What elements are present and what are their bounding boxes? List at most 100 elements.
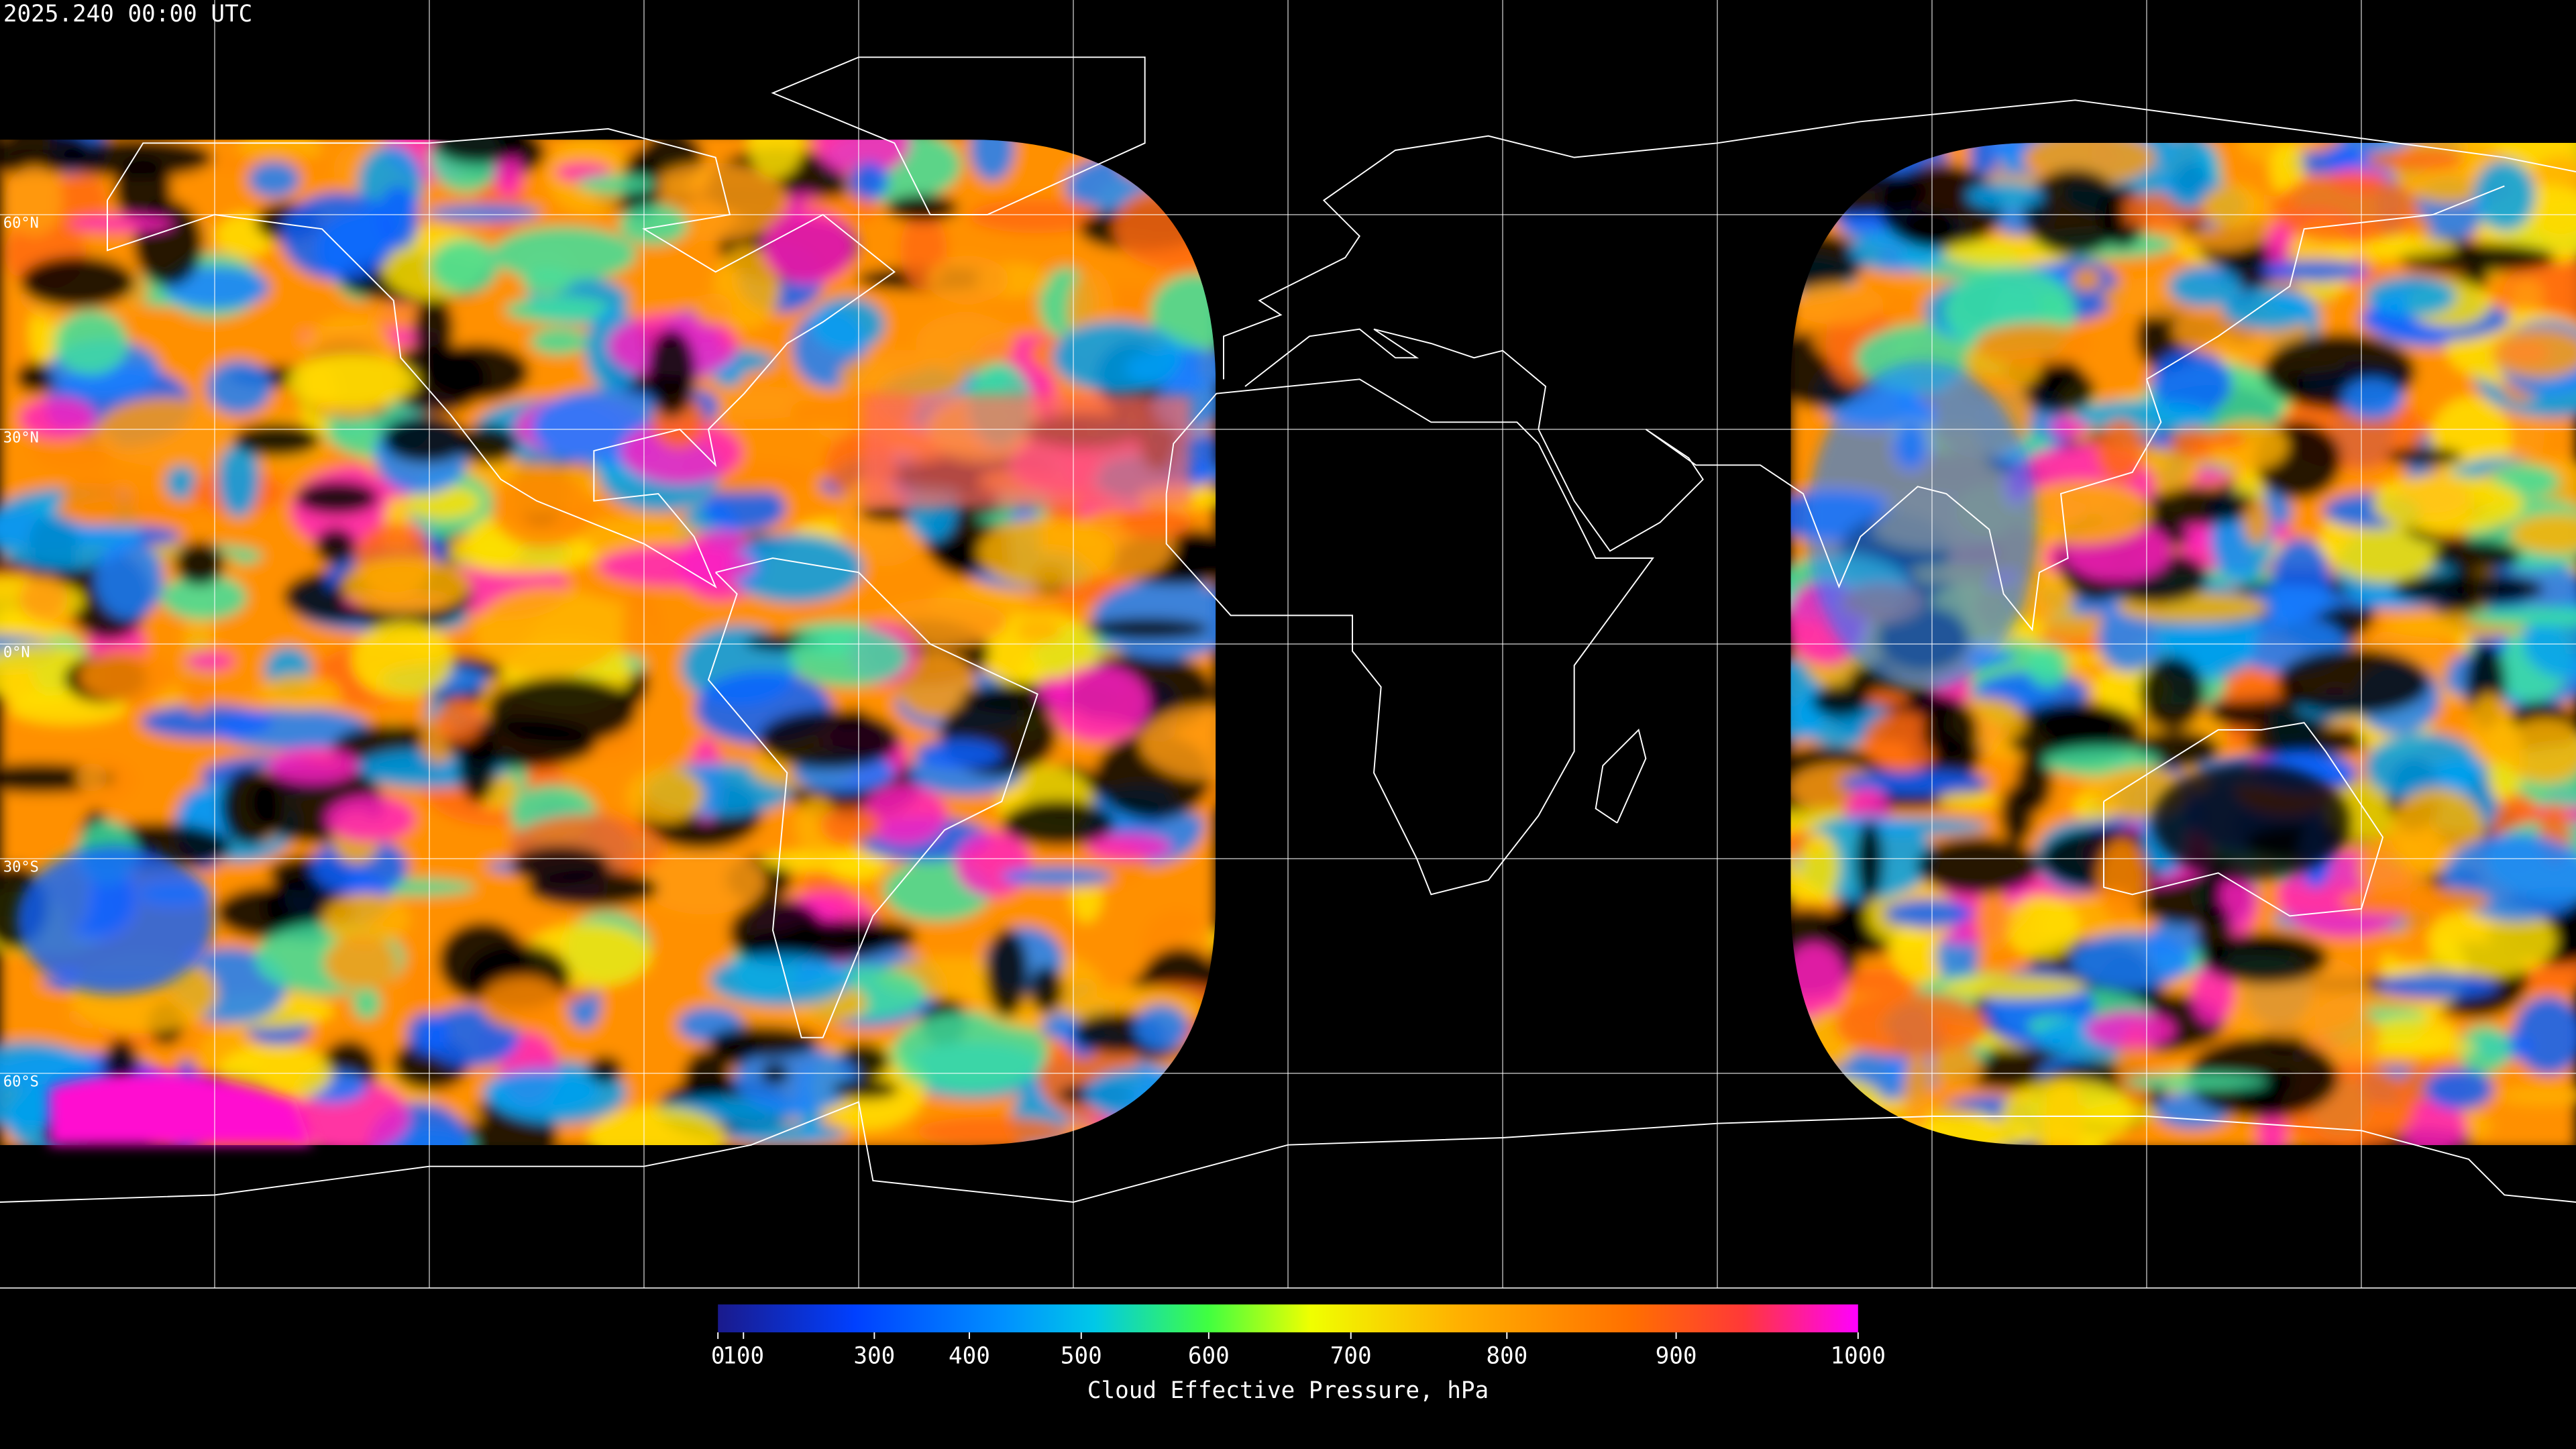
cloud-patch	[914, 739, 1003, 769]
coastline	[1165, 378, 1654, 896]
cloud-patch	[1966, 182, 2044, 210]
cloud-patch	[728, 533, 864, 603]
colorbar-tick-label: 300	[853, 1343, 895, 1370]
cloud-patch	[814, 140, 911, 177]
cloud-patch	[95, 397, 239, 468]
colorbar-tick-label: 100	[722, 1343, 764, 1370]
colorbar-tick-label: 900	[1656, 1343, 1697, 1370]
low-cloud	[16, 846, 214, 994]
cloud-patch	[1150, 274, 1216, 352]
lat-label: 0°N	[3, 645, 30, 661]
cloud-imagery	[0, 140, 2576, 1145]
cloud-patch	[2387, 935, 2438, 963]
cloud-patch	[54, 311, 128, 376]
cloud-patch	[78, 650, 173, 702]
cloud-patch	[2377, 973, 2498, 999]
cloud-patch	[0, 763, 114, 794]
cloud-patch	[2261, 260, 2370, 282]
cloud-patch	[494, 152, 523, 197]
cloud-patch	[2466, 607, 2576, 627]
cloud-patch	[161, 575, 248, 621]
cloud-patch	[352, 621, 453, 698]
cloud-patch	[20, 256, 136, 308]
cloud-patch	[2392, 572, 2544, 606]
coastline	[1595, 729, 1647, 824]
cloud-patch	[2023, 168, 2125, 256]
colorbar-tick-label: 800	[1486, 1343, 1527, 1370]
cloud-patch	[1930, 1046, 1982, 1091]
cloud-patch	[955, 830, 1032, 898]
cloud-patch	[217, 439, 260, 518]
cloud-patch	[725, 1123, 847, 1144]
clear	[2152, 763, 2350, 879]
cloud-patch	[1835, 992, 1988, 1058]
cloud-patch	[487, 676, 637, 745]
cloud-patch	[133, 200, 203, 286]
cloud-patch	[1791, 282, 1884, 325]
cloud-patch	[2508, 277, 2544, 313]
coastline	[2103, 722, 2384, 917]
cloud-patch	[2502, 718, 2576, 784]
cloud-patch	[622, 589, 661, 674]
cloud-patch	[2200, 429, 2247, 449]
colorbar-tick-label: 600	[1188, 1343, 1230, 1370]
cloud-patch	[2167, 266, 2241, 307]
cloud-patch	[710, 953, 851, 1006]
cloud-patch	[181, 671, 214, 714]
cloud-patch	[916, 313, 1016, 374]
colorbar-tick-label: 700	[1330, 1343, 1372, 1370]
cloud-patch	[795, 796, 838, 855]
cloud-patch	[2473, 160, 2536, 231]
cloud-patch	[2073, 399, 2216, 431]
cloud-patch	[382, 415, 470, 463]
cloud-patch	[2269, 143, 2305, 196]
cloud-patch	[1917, 837, 2041, 894]
cloud-patch	[588, 1106, 727, 1145]
cloud-patch	[1970, 143, 1999, 186]
cloud-patch	[2366, 148, 2465, 171]
cloud-patch	[789, 627, 908, 687]
cloud-patch	[2000, 784, 2034, 844]
cloud-patch	[435, 698, 483, 743]
cloud-patch	[2467, 693, 2513, 765]
cloud-patch	[2400, 1099, 2467, 1145]
cloud-patch	[694, 293, 733, 326]
cloud-patch	[598, 545, 755, 587]
cloud-patch	[60, 140, 213, 178]
cloud-patch	[820, 806, 880, 845]
cloud-patch	[2498, 1085, 2576, 1106]
cloud-patch	[1903, 1051, 1931, 1132]
cloud-patch	[2186, 1036, 2339, 1119]
cloud-patch	[587, 1055, 623, 1084]
cloud-patch	[2245, 726, 2371, 756]
cloud-patch	[2365, 733, 2481, 802]
cloud-patch	[220, 767, 280, 846]
colorbar-tick-label: 1000	[1831, 1343, 1886, 1370]
lat-label: 30°N	[3, 430, 39, 447]
cloud-patch	[482, 1070, 600, 1114]
cloud-patch	[1902, 211, 1955, 246]
cloud-patch	[76, 763, 107, 792]
cloud-patch	[480, 976, 565, 1030]
cloud-patch	[2324, 144, 2362, 170]
cloud-patch	[1050, 665, 1150, 743]
cloud-patch	[892, 1012, 1049, 1093]
cloud-patch	[341, 557, 471, 614]
cloud-patch	[2027, 644, 2069, 688]
high-cloud	[49, 1072, 313, 1145]
cloud-patch	[1139, 705, 1216, 780]
cloud-patch	[427, 204, 541, 223]
cloud-patch	[2424, 1068, 2493, 1110]
lat-label: 60°N	[3, 215, 39, 232]
lat-label: 60°S	[3, 1074, 39, 1091]
cloud-patch	[734, 1047, 859, 1114]
cloud-patch	[281, 192, 397, 280]
cloud-patch	[703, 485, 786, 531]
colorbar-label: Cloud Effective Pressure, hPa	[1087, 1377, 1489, 1404]
cloud-patch	[295, 481, 378, 515]
cloud-patch	[647, 329, 696, 417]
cloud-patch	[763, 209, 855, 285]
cloud-patch	[1086, 833, 1173, 861]
cloud-patch	[491, 470, 594, 548]
